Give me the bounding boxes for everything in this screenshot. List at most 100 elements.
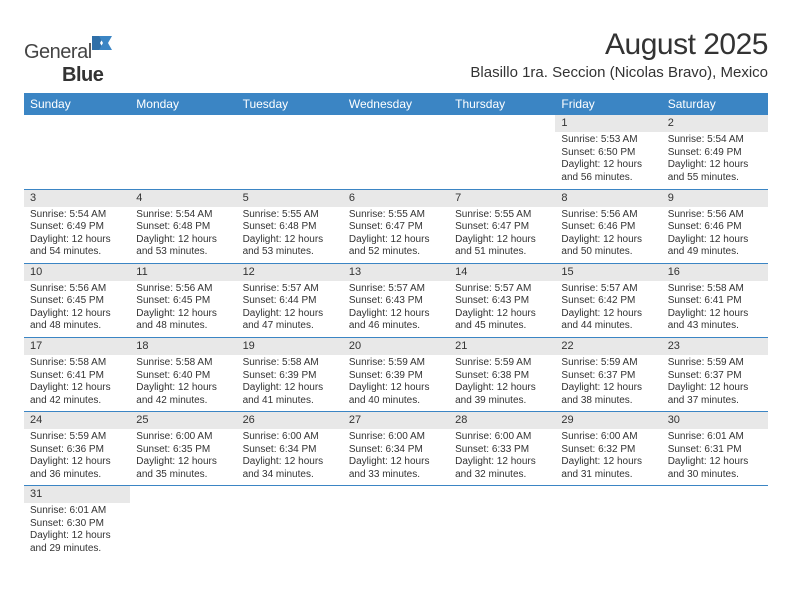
day-details: Sunrise: 5:53 AMSunset: 6:50 PMDaylight:… bbox=[555, 132, 661, 188]
calendar-day-cell: 9Sunrise: 5:56 AMSunset: 6:46 PMDaylight… bbox=[662, 189, 768, 263]
calendar-day-cell: 19Sunrise: 5:58 AMSunset: 6:39 PMDayligh… bbox=[237, 337, 343, 411]
calendar-day-cell: 10Sunrise: 5:56 AMSunset: 6:45 PMDayligh… bbox=[24, 263, 130, 337]
logo-text: GeneralBlue bbox=[24, 34, 116, 87]
day-number: 15 bbox=[555, 264, 661, 281]
day-details: Sunrise: 5:55 AMSunset: 6:47 PMDaylight:… bbox=[449, 207, 555, 263]
day-details: Sunrise: 5:54 AMSunset: 6:49 PMDaylight:… bbox=[24, 207, 130, 263]
calendar-day-cell: 21Sunrise: 5:59 AMSunset: 6:38 PMDayligh… bbox=[449, 337, 555, 411]
day-details: Sunrise: 5:55 AMSunset: 6:47 PMDaylight:… bbox=[343, 207, 449, 263]
day-details: Sunrise: 5:56 AMSunset: 6:46 PMDaylight:… bbox=[662, 207, 768, 263]
calendar-day-cell: 17Sunrise: 5:58 AMSunset: 6:41 PMDayligh… bbox=[24, 337, 130, 411]
day-details: Sunrise: 5:57 AMSunset: 6:42 PMDaylight:… bbox=[555, 281, 661, 337]
day-details: Sunrise: 5:56 AMSunset: 6:45 PMDaylight:… bbox=[130, 281, 236, 337]
calendar-day-cell: 12Sunrise: 5:57 AMSunset: 6:44 PMDayligh… bbox=[237, 263, 343, 337]
calendar-day-cell bbox=[449, 486, 555, 560]
calendar-day-cell: 22Sunrise: 5:59 AMSunset: 6:37 PMDayligh… bbox=[555, 337, 661, 411]
day-details: Sunrise: 5:58 AMSunset: 6:41 PMDaylight:… bbox=[662, 281, 768, 337]
calendar-day-cell bbox=[555, 486, 661, 560]
calendar-day-cell bbox=[343, 486, 449, 560]
day-details: Sunrise: 5:59 AMSunset: 6:38 PMDaylight:… bbox=[449, 355, 555, 411]
day-number: 9 bbox=[662, 190, 768, 207]
day-number: 1 bbox=[555, 115, 661, 132]
weekday-header: Saturday bbox=[662, 93, 768, 115]
calendar-day-cell: 3Sunrise: 5:54 AMSunset: 6:49 PMDaylight… bbox=[24, 189, 130, 263]
calendar-day-cell: 18Sunrise: 5:58 AMSunset: 6:40 PMDayligh… bbox=[130, 337, 236, 411]
day-details: Sunrise: 5:59 AMSunset: 6:37 PMDaylight:… bbox=[662, 355, 768, 411]
calendar-day-cell: 4Sunrise: 5:54 AMSunset: 6:48 PMDaylight… bbox=[130, 189, 236, 263]
calendar-day-cell bbox=[130, 486, 236, 560]
day-number: 19 bbox=[237, 338, 343, 355]
calendar-day-cell: 15Sunrise: 5:57 AMSunset: 6:42 PMDayligh… bbox=[555, 263, 661, 337]
calendar-page: GeneralBlue August 2025 Blasillo 1ra. Se… bbox=[0, 0, 792, 560]
calendar-body: 1Sunrise: 5:53 AMSunset: 6:50 PMDaylight… bbox=[24, 115, 768, 560]
day-details: Sunrise: 5:54 AMSunset: 6:49 PMDaylight:… bbox=[662, 132, 768, 188]
title-block: August 2025 Blasillo 1ra. Seccion (Nicol… bbox=[470, 28, 768, 81]
day-number: 14 bbox=[449, 264, 555, 281]
day-number: 23 bbox=[662, 338, 768, 355]
header: GeneralBlue August 2025 Blasillo 1ra. Se… bbox=[24, 28, 768, 87]
weekday-header: Friday bbox=[555, 93, 661, 115]
day-number: 20 bbox=[343, 338, 449, 355]
day-number: 24 bbox=[24, 412, 130, 429]
day-number: 26 bbox=[237, 412, 343, 429]
calendar-day-cell: 30Sunrise: 6:01 AMSunset: 6:31 PMDayligh… bbox=[662, 412, 768, 486]
calendar-day-cell: 7Sunrise: 5:55 AMSunset: 6:47 PMDaylight… bbox=[449, 189, 555, 263]
day-details: Sunrise: 6:00 AMSunset: 6:32 PMDaylight:… bbox=[555, 429, 661, 485]
day-details: Sunrise: 5:59 AMSunset: 6:36 PMDaylight:… bbox=[24, 429, 130, 485]
calendar-week-row: 3Sunrise: 5:54 AMSunset: 6:49 PMDaylight… bbox=[24, 189, 768, 263]
page-title: August 2025 bbox=[470, 28, 768, 62]
day-number: 8 bbox=[555, 190, 661, 207]
calendar-day-cell: 31Sunrise: 6:01 AMSunset: 6:30 PMDayligh… bbox=[24, 486, 130, 560]
day-details: Sunrise: 6:00 AMSunset: 6:34 PMDaylight:… bbox=[343, 429, 449, 485]
calendar-day-cell: 16Sunrise: 5:58 AMSunset: 6:41 PMDayligh… bbox=[662, 263, 768, 337]
day-number: 25 bbox=[130, 412, 236, 429]
day-number: 10 bbox=[24, 264, 130, 281]
day-number: 27 bbox=[343, 412, 449, 429]
day-details: Sunrise: 5:57 AMSunset: 6:44 PMDaylight:… bbox=[237, 281, 343, 337]
calendar-day-cell: 11Sunrise: 5:56 AMSunset: 6:45 PMDayligh… bbox=[130, 263, 236, 337]
logo: GeneralBlue bbox=[24, 28, 116, 87]
logo-part1: General bbox=[24, 41, 92, 63]
day-number: 21 bbox=[449, 338, 555, 355]
day-number: 22 bbox=[555, 338, 661, 355]
calendar-week-row: 10Sunrise: 5:56 AMSunset: 6:45 PMDayligh… bbox=[24, 263, 768, 337]
day-details: Sunrise: 5:55 AMSunset: 6:48 PMDaylight:… bbox=[237, 207, 343, 263]
day-number: 6 bbox=[343, 190, 449, 207]
calendar-day-cell bbox=[130, 115, 236, 189]
day-number: 28 bbox=[449, 412, 555, 429]
calendar-week-row: 17Sunrise: 5:58 AMSunset: 6:41 PMDayligh… bbox=[24, 337, 768, 411]
day-number: 7 bbox=[449, 190, 555, 207]
day-details: Sunrise: 5:56 AMSunset: 6:45 PMDaylight:… bbox=[24, 281, 130, 337]
day-details: Sunrise: 5:58 AMSunset: 6:41 PMDaylight:… bbox=[24, 355, 130, 411]
day-number: 18 bbox=[130, 338, 236, 355]
calendar-day-cell: 14Sunrise: 5:57 AMSunset: 6:43 PMDayligh… bbox=[449, 263, 555, 337]
day-number: 17 bbox=[24, 338, 130, 355]
calendar-day-cell: 23Sunrise: 5:59 AMSunset: 6:37 PMDayligh… bbox=[662, 337, 768, 411]
day-number: 30 bbox=[662, 412, 768, 429]
day-number: 12 bbox=[237, 264, 343, 281]
day-number: 5 bbox=[237, 190, 343, 207]
calendar-day-cell bbox=[449, 115, 555, 189]
day-details: Sunrise: 5:59 AMSunset: 6:39 PMDaylight:… bbox=[343, 355, 449, 411]
calendar-day-cell bbox=[24, 115, 130, 189]
day-details: Sunrise: 5:57 AMSunset: 6:43 PMDaylight:… bbox=[343, 281, 449, 337]
calendar-day-cell: 28Sunrise: 6:00 AMSunset: 6:33 PMDayligh… bbox=[449, 412, 555, 486]
calendar-day-cell bbox=[237, 115, 343, 189]
calendar-day-cell: 1Sunrise: 5:53 AMSunset: 6:50 PMDaylight… bbox=[555, 115, 661, 189]
calendar-day-cell: 6Sunrise: 5:55 AMSunset: 6:47 PMDaylight… bbox=[343, 189, 449, 263]
day-details: Sunrise: 5:59 AMSunset: 6:37 PMDaylight:… bbox=[555, 355, 661, 411]
calendar-day-cell: 26Sunrise: 6:00 AMSunset: 6:34 PMDayligh… bbox=[237, 412, 343, 486]
day-number: 3 bbox=[24, 190, 130, 207]
weekday-header: Wednesday bbox=[343, 93, 449, 115]
calendar-day-cell bbox=[237, 486, 343, 560]
calendar-day-cell: 13Sunrise: 5:57 AMSunset: 6:43 PMDayligh… bbox=[343, 263, 449, 337]
day-details: Sunrise: 5:56 AMSunset: 6:46 PMDaylight:… bbox=[555, 207, 661, 263]
calendar-day-cell: 8Sunrise: 5:56 AMSunset: 6:46 PMDaylight… bbox=[555, 189, 661, 263]
day-number: 13 bbox=[343, 264, 449, 281]
weekday-header: Thursday bbox=[449, 93, 555, 115]
calendar-day-cell: 5Sunrise: 5:55 AMSunset: 6:48 PMDaylight… bbox=[237, 189, 343, 263]
day-number: 31 bbox=[24, 486, 130, 503]
weekday-header: Monday bbox=[130, 93, 236, 115]
calendar-day-cell: 29Sunrise: 6:00 AMSunset: 6:32 PMDayligh… bbox=[555, 412, 661, 486]
weekday-header: Tuesday bbox=[237, 93, 343, 115]
